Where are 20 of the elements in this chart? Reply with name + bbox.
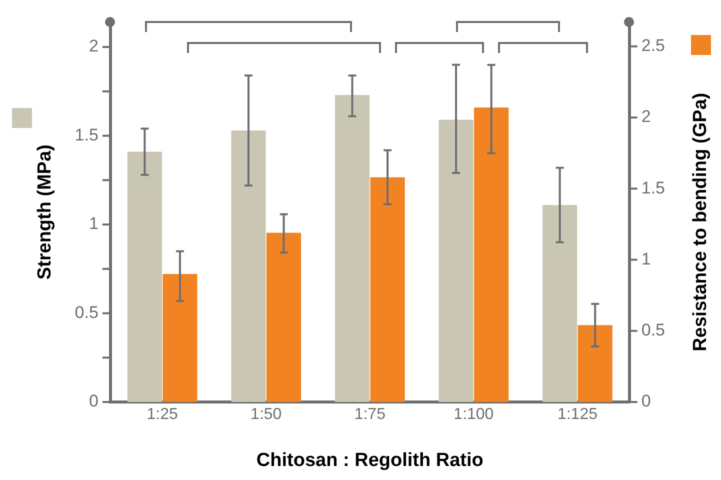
y2-tick-label: 1 — [641, 249, 651, 268]
y2-axis-title: Resistance to bending (GPa) — [690, 92, 712, 352]
y2-tick-label: 2.5 — [641, 36, 666, 56]
y-tick-label: 0 — [88, 392, 98, 411]
x-tick-label: 1:100 — [454, 406, 494, 424]
y2-tick-label: 0.5 — [641, 320, 666, 340]
y-tick-label: 0.5 — [74, 302, 98, 322]
bar — [542, 205, 578, 402]
x-tick-label: 1:50 — [250, 406, 282, 424]
y2-tick-label: 2 — [641, 107, 651, 126]
y-tick-label: 1 — [88, 214, 98, 234]
y-tick-label: 2 — [88, 36, 98, 56]
y2-tick-label: 0 — [641, 392, 651, 411]
y-tick-label: 1.5 — [74, 125, 98, 144]
x-tick-label: 1:75 — [354, 406, 386, 424]
y2-tick-label: 1.5 — [641, 178, 666, 198]
y-axis-title: Strength (MPa) — [34, 144, 56, 280]
x-axis-title: Chitosan : Regolith Ratio — [256, 450, 484, 471]
x-tick-label: 1:25 — [146, 406, 178, 424]
x-tick-label: 1:125 — [557, 406, 598, 424]
